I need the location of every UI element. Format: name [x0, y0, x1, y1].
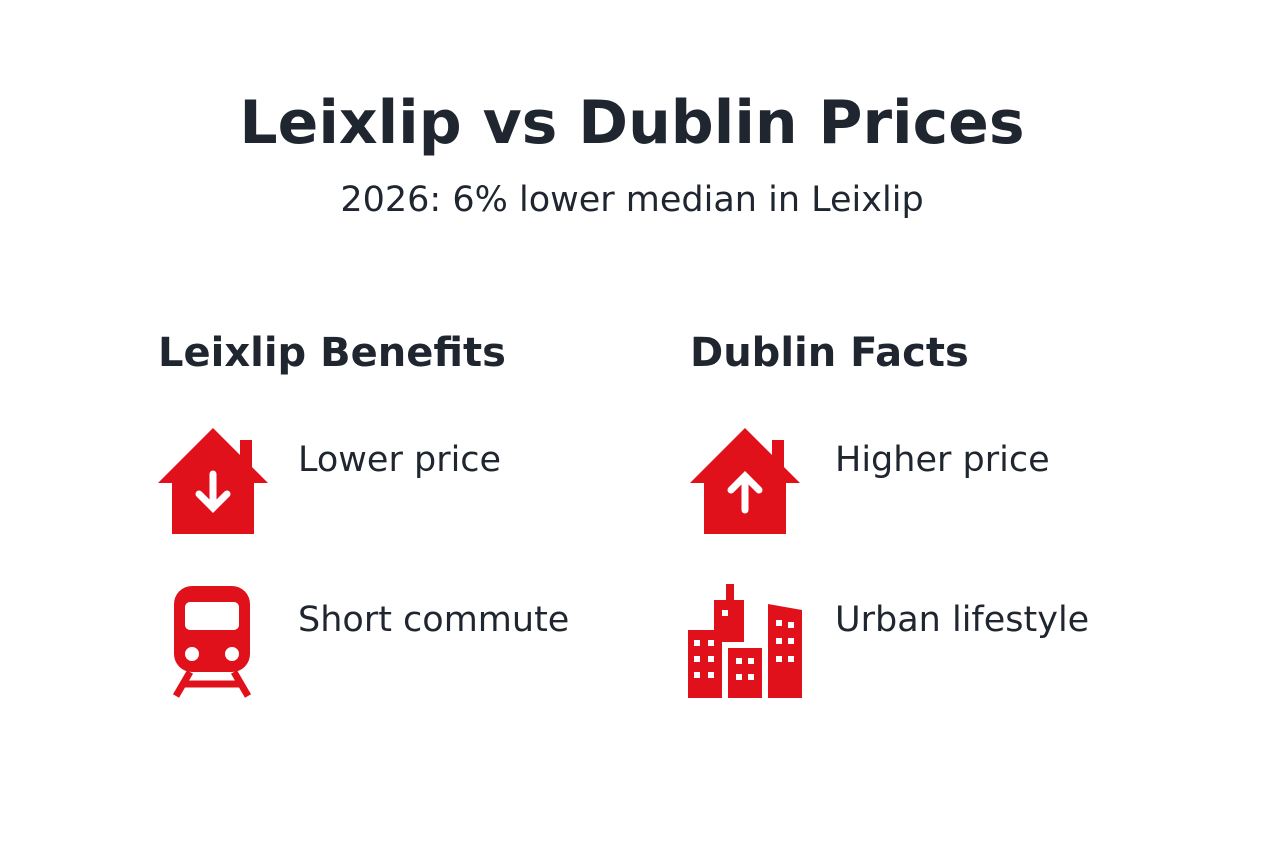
- item-label: Short commute: [298, 600, 570, 640]
- house-down-icon: [158, 428, 268, 534]
- item-label: Lower price: [298, 440, 502, 480]
- buildings-icon: [688, 584, 802, 698]
- subtitle: 2026: 6% lower median in Leixlip: [340, 180, 924, 220]
- column-heading: Dublin Facts: [690, 330, 969, 376]
- item-label: Urban lifestyle: [835, 600, 1090, 640]
- title: Leixlip vs Dublin Prices: [239, 88, 1025, 158]
- item-label: Higher price: [835, 440, 1050, 480]
- train-icon: [172, 586, 252, 698]
- house-up-icon: [690, 428, 800, 534]
- column-heading: Leixlip Benefits: [158, 330, 506, 376]
